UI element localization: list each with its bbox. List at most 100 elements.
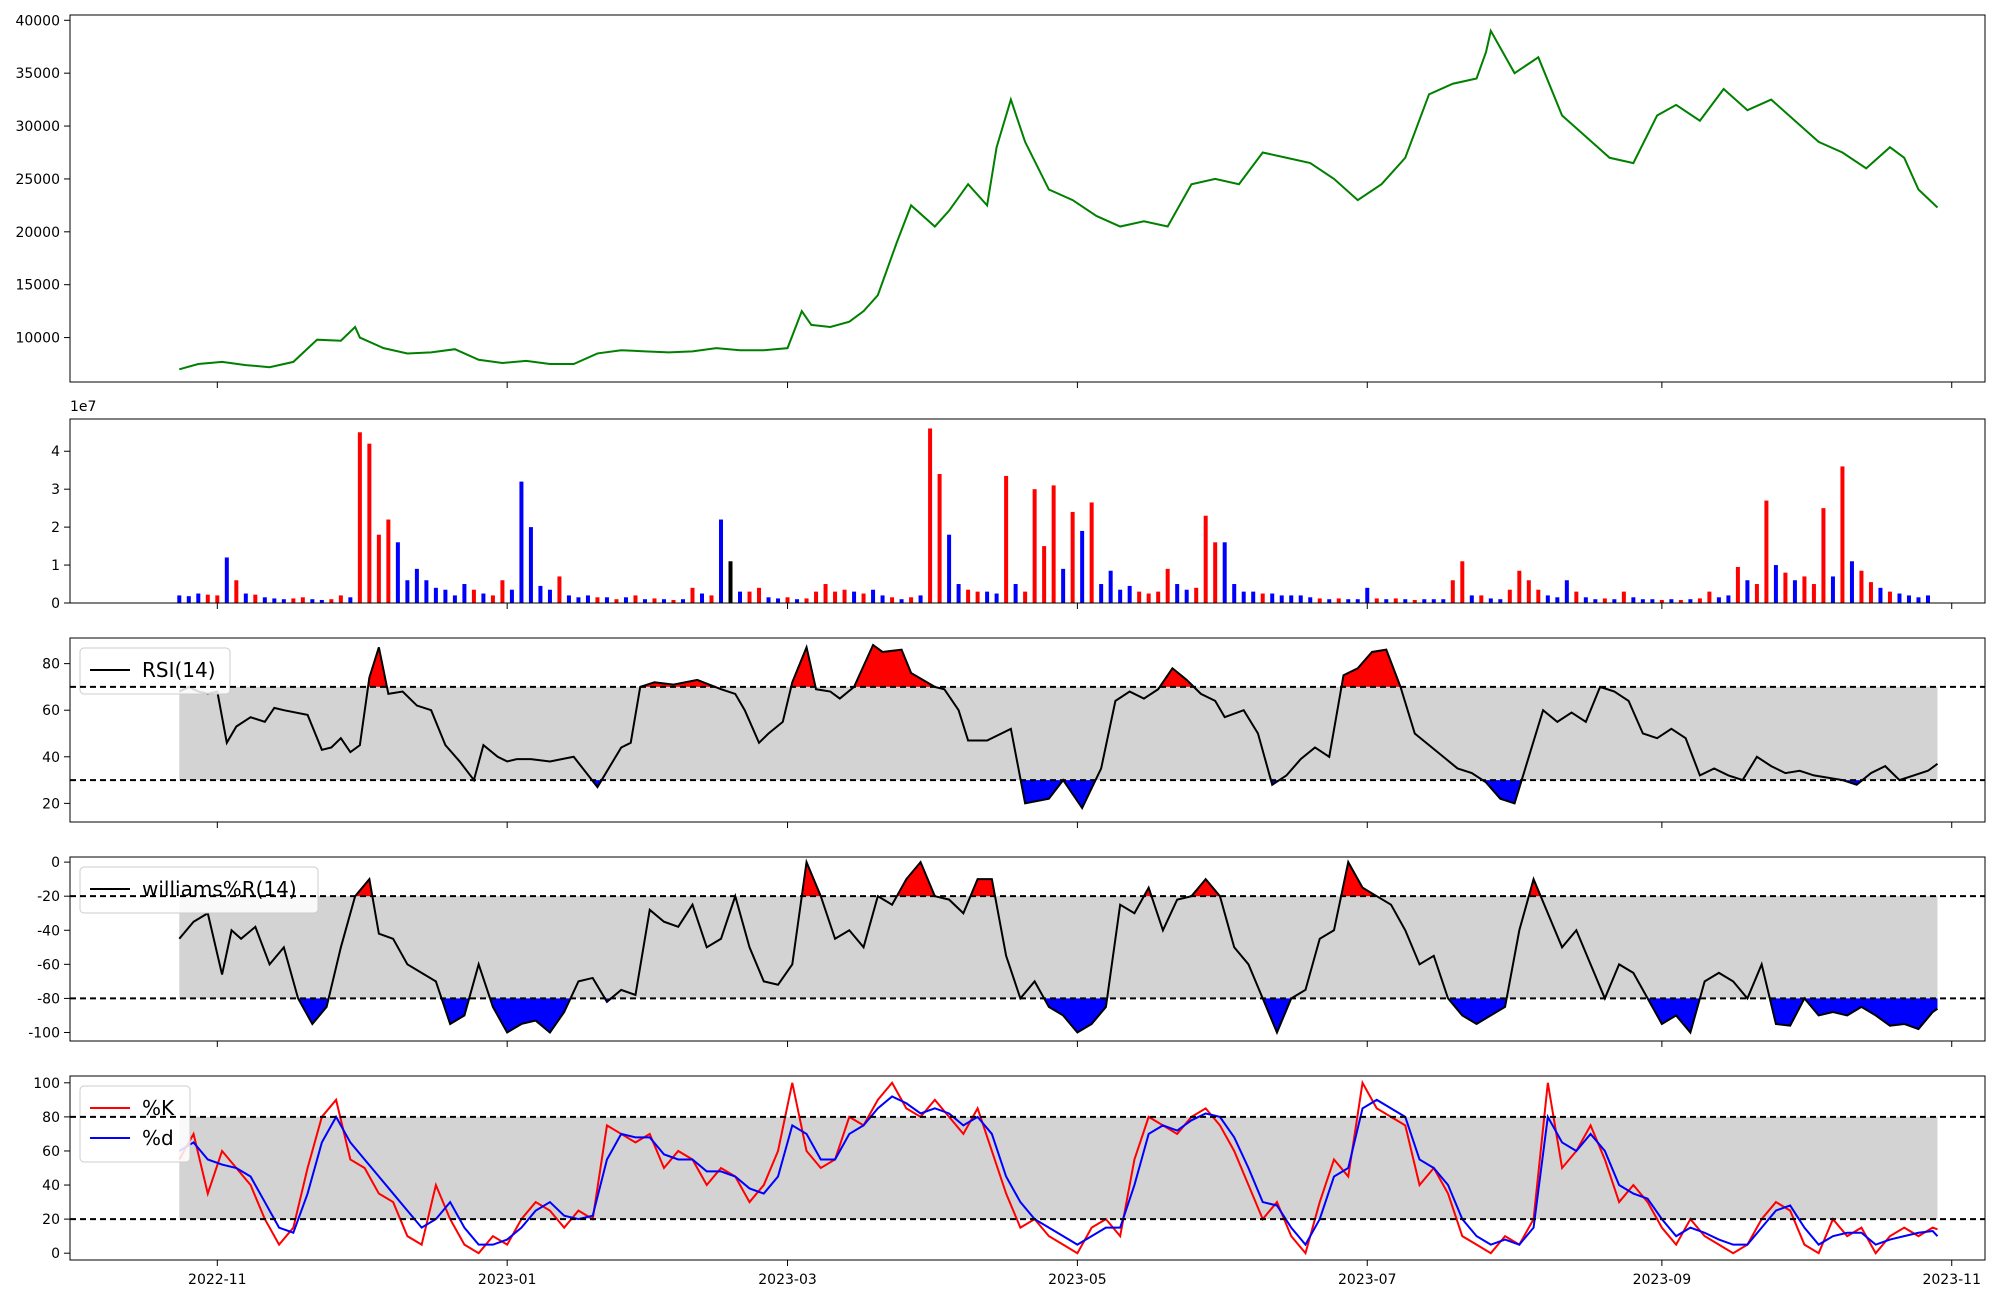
volume-bar: [1830, 576, 1835, 603]
y-tick-label: 80: [42, 657, 60, 673]
volume-bar: [1061, 568, 1066, 603]
y-tick-label: 60: [42, 703, 60, 719]
volume-bar: [1317, 598, 1322, 603]
volume-bar: [595, 597, 600, 603]
volume-bar: [547, 589, 552, 603]
volume-bar: [310, 599, 315, 603]
volume-bar: [1659, 599, 1664, 603]
volume-bar: [481, 593, 486, 603]
volume-bar: [367, 443, 372, 603]
neutral-band: [179, 896, 1938, 999]
y-tick-label: 2: [51, 520, 60, 536]
volume-bar: [1042, 546, 1047, 603]
volume-bar: [1241, 591, 1246, 603]
volume-bar: [414, 568, 419, 603]
y-tick-label: -80: [37, 991, 60, 1007]
volume-bar: [604, 597, 609, 603]
volume-bar: [196, 593, 201, 603]
volume-bar: [861, 593, 866, 603]
volume-bar: [652, 598, 657, 603]
volume-bar: [1374, 598, 1379, 603]
volume-bar: [1574, 591, 1579, 603]
y-tick-label: 20: [42, 796, 60, 812]
volume-bar: [690, 587, 695, 603]
volume-bar: [1137, 591, 1142, 603]
oversold-fill: [1647, 998, 1700, 1033]
volume-bar: [1023, 591, 1028, 603]
volume-bar: [1156, 591, 1161, 603]
volume-bar: [1203, 515, 1208, 603]
volume-bar: [1393, 598, 1398, 603]
volume-bar: [1517, 570, 1522, 603]
williams-line: [178, 858, 1939, 1036]
overbought-fill: [1191, 879, 1220, 897]
volume-bar: [956, 584, 961, 603]
volume-bar: [462, 584, 467, 603]
volume-bar: [281, 599, 286, 603]
y-tick-label: 15000: [15, 278, 60, 294]
volume-bar: [1270, 593, 1275, 603]
volume-bar: [1175, 584, 1180, 603]
volume-bar: [852, 591, 857, 603]
volume-bar: [490, 595, 495, 603]
price-line: [179, 28, 1939, 371]
volume-bar: [966, 589, 971, 603]
volume-bar: [833, 591, 838, 603]
y-tick-label: -60: [37, 957, 60, 973]
volume-bar: [1108, 570, 1113, 603]
volume-bar: [1868, 582, 1873, 603]
overbought-fill: [896, 862, 935, 897]
volume-bar: [177, 595, 182, 603]
volume-bar: [1764, 500, 1769, 603]
x-tick-label: 2022-11: [188, 1272, 247, 1288]
y-tick-label: 40: [42, 750, 60, 766]
legend-box: [79, 647, 231, 695]
volume-bar: [1194, 587, 1199, 603]
volume-bar: [785, 597, 790, 603]
k-line: [178, 1079, 1938, 1256]
volume-bar: [1897, 593, 1902, 603]
legend-label: %K: [142, 1096, 175, 1120]
y-tick-label: -40: [37, 923, 60, 939]
volume-bar: [918, 595, 923, 603]
volume-bar: [1460, 561, 1465, 603]
oversold-fill: [1769, 998, 1805, 1026]
volume-bar: [623, 597, 628, 603]
volume-bar: [842, 589, 847, 603]
volume-bar: [1403, 599, 1408, 603]
volume-bar: [947, 534, 952, 603]
volume-bar: [1355, 599, 1360, 603]
volume-bar: [348, 597, 353, 603]
volume-bar: [519, 481, 524, 603]
volume-bar: [1811, 584, 1816, 603]
overbought-fill: [1159, 668, 1194, 687]
volume-bar: [680, 599, 685, 603]
volume-bar: [671, 599, 676, 603]
legend-label: %d: [142, 1126, 174, 1150]
volume-bar: [509, 589, 514, 603]
volume-bar: [1583, 597, 1588, 603]
y-tick-label: 0: [51, 855, 60, 871]
y-tick-label: 3: [51, 482, 60, 498]
volume-bar: [566, 595, 571, 603]
volume-bar: [1308, 597, 1313, 603]
volume-bar: [1688, 599, 1693, 603]
volume-bar: [1032, 489, 1037, 603]
volume-bar: [1251, 591, 1256, 603]
volume-bar: [1080, 530, 1085, 603]
volume-bar: [1479, 595, 1484, 603]
volume-bar: [1697, 598, 1702, 603]
x-tick-label: 2023-03: [758, 1272, 817, 1288]
volume-bar: [823, 584, 828, 603]
overbought-fill: [1341, 649, 1401, 687]
oversold-fill: [1020, 780, 1064, 804]
oversold-fill: [1804, 998, 1938, 1030]
volume-bar: [880, 595, 885, 603]
volume-bar: [1545, 595, 1550, 603]
volume-bar: [1802, 576, 1807, 603]
volume-bar: [795, 599, 800, 603]
y-tick-label: 40: [42, 1178, 60, 1194]
volume-bar: [433, 587, 438, 603]
volume-bar: [1013, 584, 1018, 603]
overbought-fill: [854, 644, 935, 687]
